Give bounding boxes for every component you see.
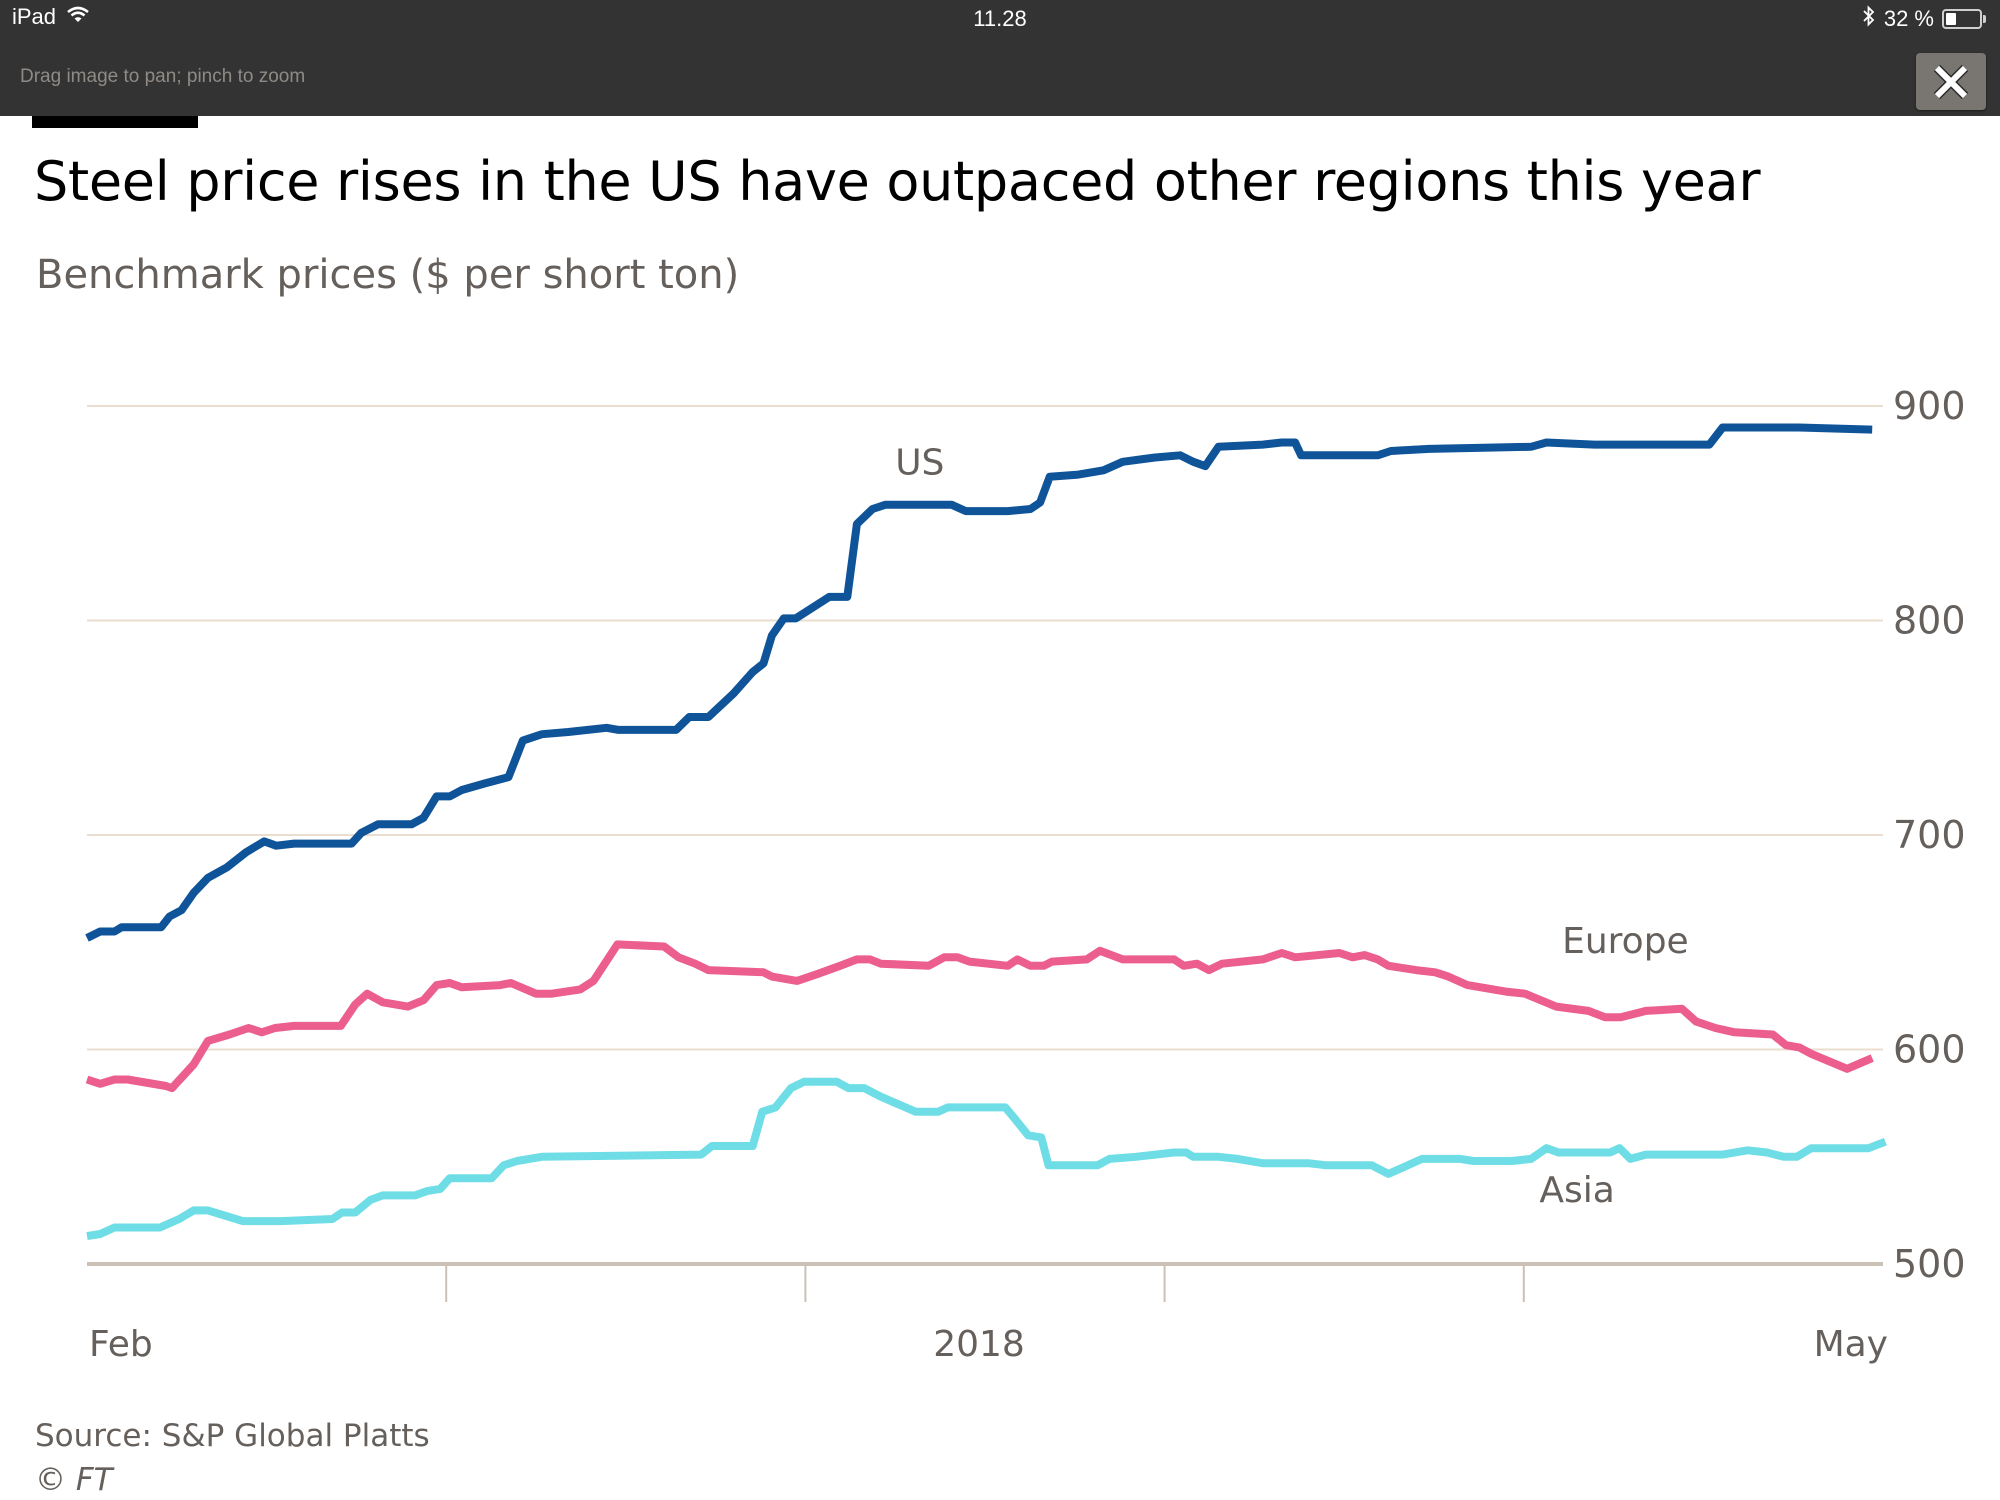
chart-subtitle: Benchmark prices ($ per short ton) — [36, 252, 740, 298]
ft-header-bar — [32, 116, 198, 128]
battery-fill — [1946, 13, 1956, 25]
copyright-note: © FT — [35, 1462, 113, 1498]
series-line-europe — [85, 940, 1874, 1093]
y-tick-label: 600 — [1893, 1028, 1966, 1072]
close-icon — [1933, 64, 1969, 99]
x-axis-ticks — [445, 1264, 1525, 1302]
battery-icon — [1942, 9, 1982, 29]
series-label-europe: Europe — [1562, 921, 1689, 962]
x-tick-label: Feb — [89, 1324, 153, 1365]
bluetooth-icon — [1862, 5, 1876, 33]
viewer-top-bar: iPad 11.28 32 % Drag image to pan; pinch… — [0, 0, 2000, 116]
series-label-asia: Asia — [1539, 1170, 1614, 1211]
status-left: iPad — [12, 4, 90, 30]
close-button[interactable] — [1916, 53, 1986, 110]
y-tick-label: 800 — [1893, 599, 1966, 643]
series-lines — [85, 423, 1887, 1241]
gridlines — [87, 405, 1883, 1266]
series-line-us — [85, 423, 1873, 942]
source-note: Source: S&P Global Platts — [35, 1418, 430, 1454]
y-tick-label: 700 — [1893, 813, 1966, 857]
x-tick-label: 2018 — [933, 1324, 1025, 1365]
chart-labels: 500 600 700 800 900 Feb 2018 May US Europe Asia — [89, 384, 1966, 1365]
battery-percent: 32 % — [1883, 6, 1934, 31]
status-time: 11.28 — [973, 6, 1027, 31]
viewer-hint: Drag image to pan; pinch to zoom — [20, 66, 306, 87]
status-right: 32 % — [1862, 5, 1986, 33]
chart-title: Steel price rises in the US have outpace… — [34, 150, 1761, 213]
series-line-asia — [86, 1077, 1887, 1241]
y-tick-label: 900 — [1893, 384, 1966, 428]
battery-nub — [1983, 15, 1986, 23]
y-tick-label: 500 — [1893, 1242, 1966, 1286]
x-tick-label: May — [1814, 1324, 1888, 1365]
series-label-us: US — [895, 443, 944, 484]
device-name: iPad — [12, 4, 57, 29]
wifi-icon — [66, 4, 90, 30]
